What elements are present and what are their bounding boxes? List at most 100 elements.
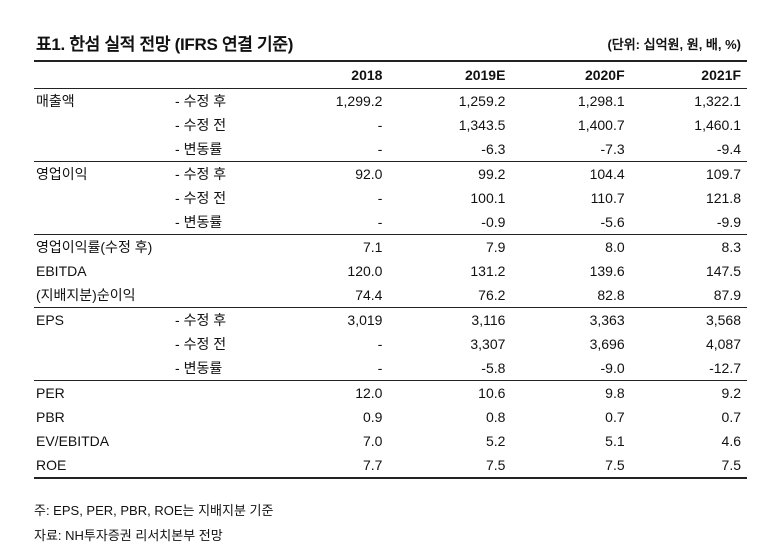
table-row: EV/EBITDA 7.0 5.2 5.1 4.6 [34, 429, 747, 453]
value-cell: 10.6 [478, 385, 506, 401]
row-sublabel [175, 283, 263, 308]
value-cell: 9.2 [721, 385, 741, 401]
row-sublabel [175, 453, 263, 478]
row-label [34, 186, 175, 210]
footnotes: 주: EPS, PER, PBR, ROE는 지배지분 기준 자료: NH투자증… [34, 498, 273, 548]
table-row: - 변동률 - -6.3 -7.3 -9.4 [34, 137, 747, 162]
row-sublabel: - 수정 후 [175, 93, 227, 109]
row-label [34, 356, 175, 381]
value-cell: -5.6 [600, 214, 625, 230]
earnings-forecast-table: 2018 2019E 2020F 2021F 매출액 - 수정 후 1,299.2 1… [34, 60, 747, 479]
value-cell: 1,322.1 [694, 93, 741, 109]
row-label [34, 137, 175, 162]
value-cell: - [377, 214, 383, 230]
value-cell: 1,400.7 [577, 117, 625, 133]
row-label: EV/EBITDA [36, 433, 110, 449]
header-cell: 2019E [464, 67, 506, 83]
value-cell: 104.4 [589, 166, 625, 182]
value-cell: -0.9 [481, 214, 506, 230]
table-row: 영업이익률(수정 후) 7.1 7.9 8.0 8.3 [34, 234, 747, 260]
value-cell: 99.2 [478, 166, 506, 182]
header-cell: 2018 [351, 67, 383, 83]
value-cell: -6.3 [481, 141, 506, 157]
value-cell: 1,460.1 [694, 117, 741, 133]
value-cell: 0.7 [721, 409, 741, 425]
value-cell: 12.0 [355, 385, 383, 401]
table-header-row: 2018 2019E 2020F 2021F [34, 61, 747, 89]
value-cell: 3,568 [705, 312, 741, 328]
row-sublabel [175, 405, 263, 429]
value-cell: -9.0 [600, 360, 625, 376]
table-row: 매출액 - 수정 후 1,299.2 1,259.2 1,298.1 1,322.1 [34, 88, 747, 114]
row-sublabel [175, 429, 263, 453]
value-cell: - [377, 360, 383, 376]
row-label [34, 113, 175, 137]
value-cell: 82.8 [597, 287, 625, 303]
value-cell: - [377, 190, 383, 206]
value-cell: 1,259.2 [458, 93, 506, 109]
note-source: 자료: NH투자증권 리서치본부 전망 [34, 528, 223, 543]
row-label [34, 332, 175, 356]
table-title: 표1. 한섬 실적 전망 (IFRS 연결 기준) [36, 35, 294, 54]
value-cell: 5.2 [485, 433, 506, 449]
row-sublabel: - 수정 전 [175, 336, 227, 352]
value-cell: 7.7 [362, 457, 383, 473]
row-sublabel: - 수정 전 [175, 117, 227, 133]
table-row: ROE 7.7 7.5 7.5 7.5 [34, 453, 747, 478]
value-cell: 3,116 [471, 312, 506, 328]
row-sublabel [175, 381, 263, 406]
header-cell [34, 61, 175, 89]
row-sublabel: - 변동률 [175, 141, 223, 157]
value-cell: 8.3 [721, 239, 741, 255]
value-cell: 3,363 [589, 312, 625, 328]
note-basis: 주: EPS, PER, PBR, ROE는 지배지분 기준 [34, 503, 274, 518]
value-cell: 7.1 [362, 239, 383, 255]
value-cell: 4,087 [705, 336, 741, 352]
row-label: 영업이익률(수정 후) [36, 239, 153, 255]
table-row: - 변동률 - -0.9 -5.6 -9.9 [34, 210, 747, 235]
table-row: 영업이익 - 수정 후 92.0 99.2 104.4 109.7 [34, 161, 747, 187]
value-cell: 1,299.2 [335, 93, 383, 109]
value-cell: 121.8 [705, 190, 741, 206]
value-cell: 147.5 [705, 263, 741, 279]
value-cell: 8.0 [605, 239, 625, 255]
value-cell: 109.7 [705, 166, 741, 182]
value-cell: 3,019 [347, 312, 383, 328]
value-cell: 92.0 [355, 166, 383, 182]
value-cell: 7.9 [485, 239, 506, 255]
row-sublabel: - 변동률 [175, 360, 223, 376]
header-cell: 2021F [701, 67, 741, 83]
row-sublabel [175, 259, 263, 283]
value-cell: 0.7 [605, 409, 625, 425]
table-row: - 변동률 - -5.8 -9.0 -12.7 [34, 356, 747, 381]
value-cell: 7.5 [485, 457, 506, 473]
value-cell: 0.9 [362, 409, 383, 425]
value-cell: -9.9 [716, 214, 741, 230]
table-row: - 수정 전 - 100.1 110.7 121.8 [34, 186, 747, 210]
value-cell: 74.4 [355, 287, 383, 303]
value-cell: - [377, 117, 383, 133]
value-cell: - [377, 141, 383, 157]
value-cell: 3,307 [470, 336, 506, 352]
row-label: 영업이익 [36, 166, 88, 182]
row-label: EPS [36, 312, 65, 328]
row-sublabel: - 수정 전 [175, 190, 227, 206]
value-cell: - [377, 336, 383, 352]
row-sublabel [175, 235, 263, 260]
table-row: PBR 0.9 0.8 0.7 0.7 [34, 405, 747, 429]
value-cell: 7.5 [721, 457, 741, 473]
value-cell: 7.0 [362, 433, 383, 449]
value-cell: 100.1 [470, 190, 506, 206]
value-cell: 1,298.1 [577, 93, 625, 109]
row-sublabel: - 변동률 [175, 214, 223, 230]
value-cell: 0.8 [485, 409, 506, 425]
row-sublabel: - 수정 후 [175, 312, 227, 328]
row-label: ROE [36, 457, 67, 473]
value-cell: 7.5 [605, 457, 625, 473]
row-label: EBITDA [36, 263, 87, 279]
value-cell: 139.6 [589, 263, 625, 279]
value-cell: -12.7 [709, 360, 741, 376]
row-label [34, 210, 175, 235]
value-cell: 1,343.5 [458, 117, 506, 133]
table-row: PER 12.0 10.6 9.8 9.2 [34, 380, 747, 406]
